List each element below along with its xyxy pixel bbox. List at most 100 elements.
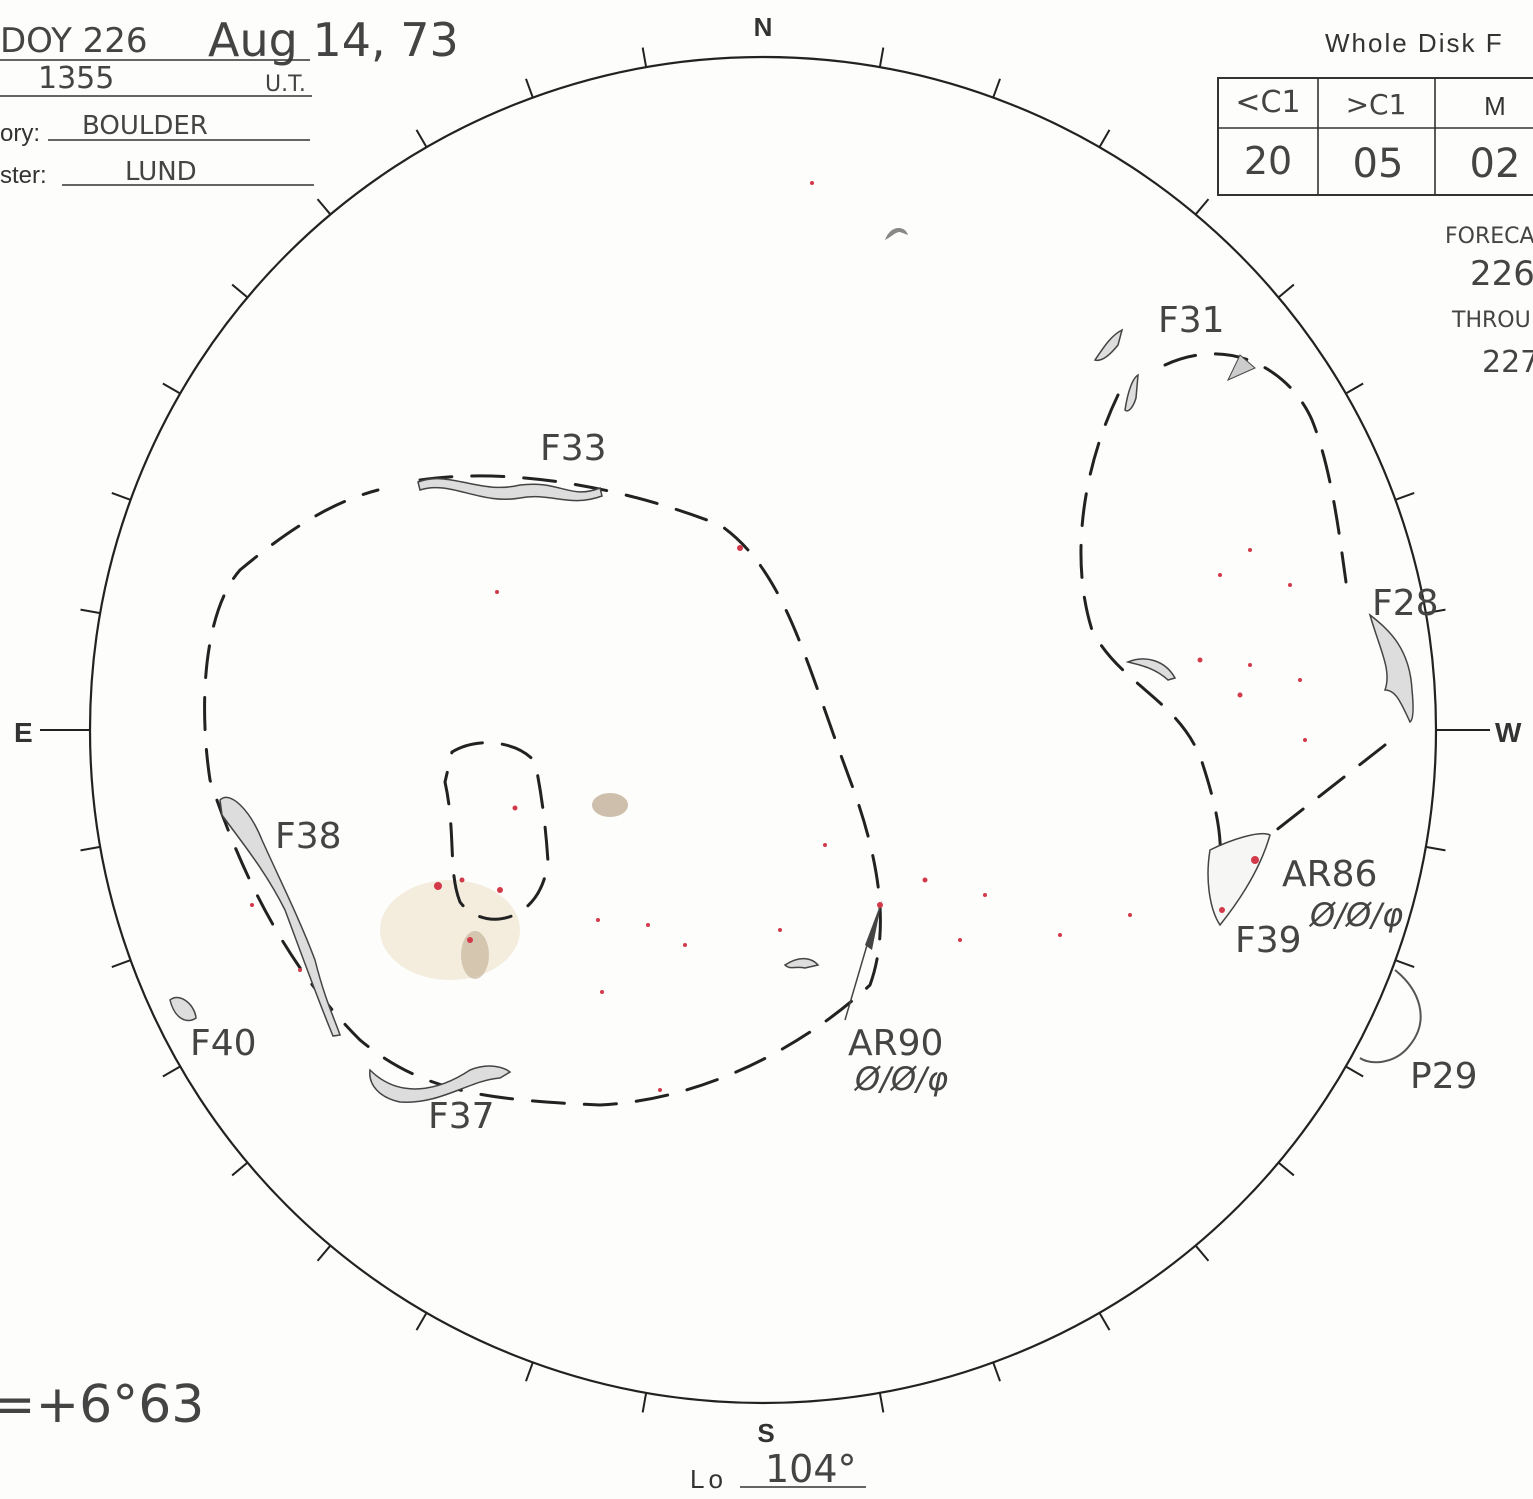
dot	[1237, 692, 1243, 698]
dot	[467, 937, 473, 943]
limb-tick	[1425, 845, 1446, 852]
feature-label: AR90	[848, 1023, 943, 1064]
filament	[417, 477, 603, 502]
filament	[1093, 328, 1124, 362]
limb-tick	[1194, 1244, 1210, 1262]
limb-tick	[1277, 283, 1295, 299]
feature-label: F33	[540, 428, 607, 469]
feature-label: F31	[1158, 300, 1225, 341]
limb-tick	[80, 608, 101, 615]
forecaster: LUND	[125, 157, 197, 187]
feature-label: P29	[1410, 1056, 1478, 1097]
forecast-through: THROU	[1451, 308, 1531, 333]
coronal-hole-boundary	[443, 741, 550, 921]
coronal-hole-boundary	[203, 474, 882, 1107]
dot	[1128, 913, 1132, 917]
limb-tick	[1345, 382, 1364, 395]
limb-tick	[231, 283, 249, 299]
dot	[495, 590, 499, 594]
prominence	[1359, 969, 1422, 1064]
limb-ticks	[80, 47, 1446, 1413]
dot	[658, 1088, 662, 1092]
feature-note: Ø/Ø/φ	[853, 1060, 948, 1098]
east: E	[14, 717, 33, 748]
time-unit: U.T.	[265, 72, 306, 97]
dot	[1218, 573, 1222, 577]
filament	[219, 796, 341, 1037]
dot	[810, 181, 814, 185]
limb-tick	[1194, 198, 1210, 216]
dot	[646, 923, 650, 927]
limb-tick	[1395, 492, 1415, 501]
limb-tick	[80, 845, 101, 852]
north: N	[754, 12, 773, 42]
dot	[683, 943, 687, 947]
dot	[434, 882, 442, 890]
solar-disk	[88, 55, 1438, 1405]
feature-label: AR86	[1282, 854, 1377, 895]
dot	[1197, 657, 1203, 663]
limb-tick	[525, 1362, 534, 1382]
dot	[1058, 933, 1062, 937]
limb-tick	[1098, 1312, 1111, 1331]
flare-table: <C1 >C1 M 20 05 02	[1217, 77, 1533, 196]
dot	[958, 938, 962, 942]
time: 1355	[38, 61, 114, 96]
dot	[877, 902, 883, 908]
dot	[1248, 663, 1252, 667]
limb-tick	[316, 1244, 332, 1262]
limb-tick	[111, 492, 131, 501]
feature-label: F40	[190, 1023, 257, 1064]
sunspot	[885, 228, 908, 240]
table-header: <C1	[1235, 85, 1300, 120]
limb-tick	[111, 959, 131, 968]
dot	[459, 877, 465, 883]
forecaster-label: ster:	[0, 162, 47, 189]
filament	[1124, 373, 1139, 412]
b0: =+6°63	[0, 1375, 204, 1435]
limb-tick	[992, 78, 1001, 98]
feature-label: F37	[428, 1096, 495, 1137]
active-dots	[250, 181, 1307, 1092]
forecast-label: FORECA	[1445, 224, 1533, 249]
limb-tick	[316, 198, 332, 216]
dot	[250, 903, 254, 907]
dot	[512, 805, 518, 811]
limb-tick	[878, 47, 885, 68]
limb-tick	[525, 78, 534, 98]
dot	[778, 928, 782, 932]
lo-label: Lo	[690, 1464, 727, 1494]
feature-label: F38	[275, 816, 342, 857]
table-header: M	[1484, 91, 1506, 121]
filament	[369, 1065, 512, 1103]
limb-tick	[162, 382, 181, 395]
feature-note: Ø/Ø/φ	[1308, 896, 1403, 934]
feature-label: F28	[1372, 583, 1439, 624]
limb-tick	[415, 1312, 428, 1331]
limb-tick	[415, 129, 428, 148]
dot	[983, 893, 987, 897]
limb-tick	[641, 47, 648, 68]
dot	[600, 990, 604, 994]
dot	[823, 843, 827, 847]
table-header: >C1	[1346, 88, 1407, 121]
limb-tick	[1345, 1065, 1364, 1078]
table-border	[1217, 77, 1533, 196]
dot	[298, 968, 302, 972]
boundary	[1079, 393, 1222, 864]
dot	[596, 918, 600, 922]
filament	[1207, 832, 1271, 927]
limb-tick	[992, 1362, 1001, 1382]
dot	[922, 877, 928, 883]
filament	[1226, 354, 1256, 382]
observatory-label: ory:	[0, 120, 40, 147]
filament	[1125, 658, 1177, 681]
boundary	[1163, 352, 1348, 584]
limb-tick	[1395, 959, 1415, 968]
south: S	[757, 1418, 774, 1448]
feature-label: F39	[1235, 920, 1302, 961]
west: W	[1495, 717, 1522, 748]
limb-tick	[1425, 608, 1446, 615]
